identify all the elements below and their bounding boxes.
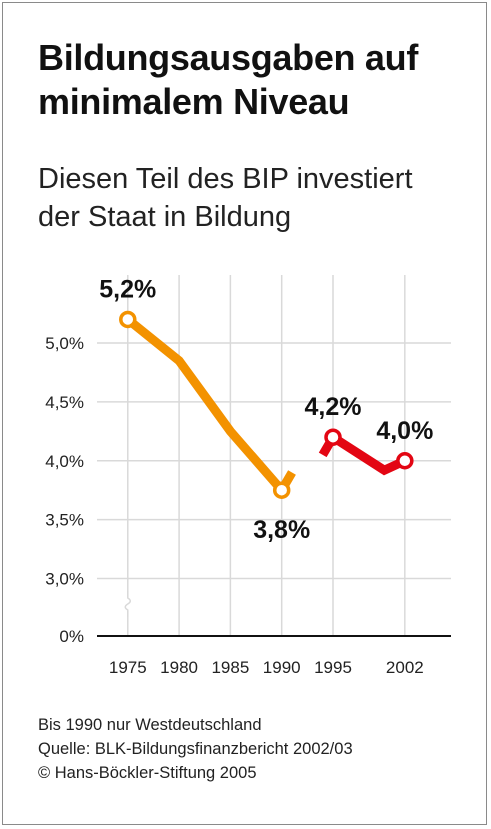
y-tick-label: 4,5% [45,393,84,412]
chart-title: Bildungsausgaben auf minimalem Niveau [38,36,478,124]
series-line-west [124,315,296,498]
title-line-2: minimalem Niveau [38,81,350,122]
footer-note: Bis 1990 nur Westdeutschland [38,716,262,734]
footer: Bis 1990 nur Westdeutschland Quelle: BLK… [38,713,353,785]
subtitle-line-2: der Staat in Bildung [38,201,292,233]
y-tick-label: 5,0% [45,334,84,353]
chart-subtitle: Diesen Teil des BIP investiert der Staat… [38,160,478,236]
data-point-marker [119,310,137,329]
data-point-marker [324,428,342,446]
data-label: 4,2% [305,393,362,421]
x-tick-label: 1990 [263,658,301,677]
footer-source: Quelle: BLK-Bildungsfinanzbericht 2002/0… [38,740,353,758]
y-tick-label: 3,0% [45,570,84,589]
data-point-marker [272,481,291,499]
data-point-marker [396,452,414,470]
x-tick-label: 1985 [211,658,249,677]
footer-copyright: © Hans-Böckler-Stiftung 2005 [38,764,257,782]
data-label: 3,8% [253,516,310,544]
line-chart: 3,0% 3,5% 4,0% 4,5% 5,0% 0% 1975 1980 1985 1990 19… [45,275,451,677]
y-tick-label: 4,0% [45,452,84,471]
series-line-unified [318,430,407,476]
data-label: 4,0% [376,417,433,445]
title-line-1: Bildungsausgaben auf [38,37,419,78]
y-tick-label: 3,5% [45,511,84,530]
x-tick-label: 1980 [160,658,198,677]
subtitle-line-1: Diesen Teil des BIP investiert [38,163,413,195]
x-tick-label: 1975 [109,658,147,677]
x-tick-label: 1995 [314,658,352,677]
x-tick-label: 2002 [386,658,424,677]
data-label: 5,2% [99,275,156,303]
axis-break-icon [124,591,132,617]
y-tick-label: 0% [59,627,84,646]
